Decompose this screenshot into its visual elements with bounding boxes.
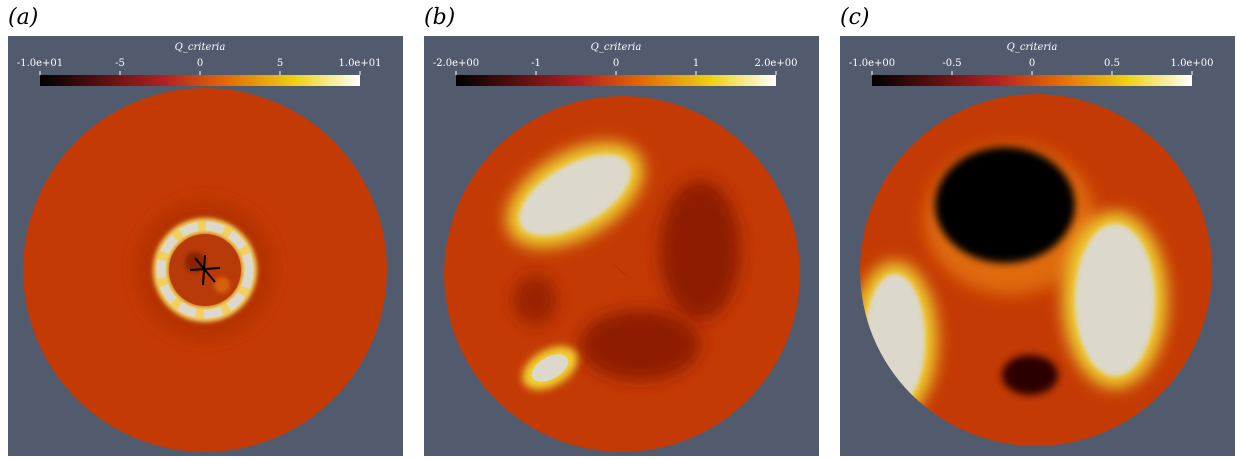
- colorbar: [872, 75, 1192, 86]
- colorbar-tick-label: -0.5: [942, 58, 961, 69]
- colorbar-tick-label: 0: [613, 58, 619, 69]
- colorbar-title: Q_criteria: [1007, 42, 1058, 53]
- field-b: [444, 96, 800, 452]
- colorbar-tick-label: 1.0e+00: [1171, 58, 1214, 69]
- colorbar: [40, 75, 360, 86]
- colorbar-title: Q_criteria: [591, 42, 642, 53]
- colorbar-tick-label: 1.0e+01: [339, 58, 382, 69]
- panel-label: (c): [840, 5, 870, 30]
- colorbar-title: Q_criteria: [175, 42, 226, 53]
- colorbar-tick-label: 0.5: [1104, 58, 1120, 69]
- colorbar-tick-label: -5: [115, 58, 125, 69]
- colorbar-tick-label: 5: [277, 58, 283, 69]
- colorbar-tick-label: 1: [693, 58, 699, 69]
- colorbar-tick-label: -2.0e+00: [433, 58, 479, 69]
- panel-label: (b): [424, 5, 455, 30]
- field-a: [23, 88, 387, 452]
- colorbar-tick-label: 0: [197, 58, 203, 69]
- colorbar-tick-label: 0: [1029, 58, 1035, 69]
- panel-label: (a): [8, 5, 38, 30]
- colorbar-tick-label: -1.0e+01: [17, 58, 63, 69]
- colorbar-tick-label: -1: [531, 58, 541, 69]
- field-c: [860, 94, 1212, 446]
- colorbar: [456, 75, 776, 86]
- colorbar-tick-label: -1.0e+00: [849, 58, 895, 69]
- colorbar-tick-label: 2.0e+00: [755, 58, 798, 69]
